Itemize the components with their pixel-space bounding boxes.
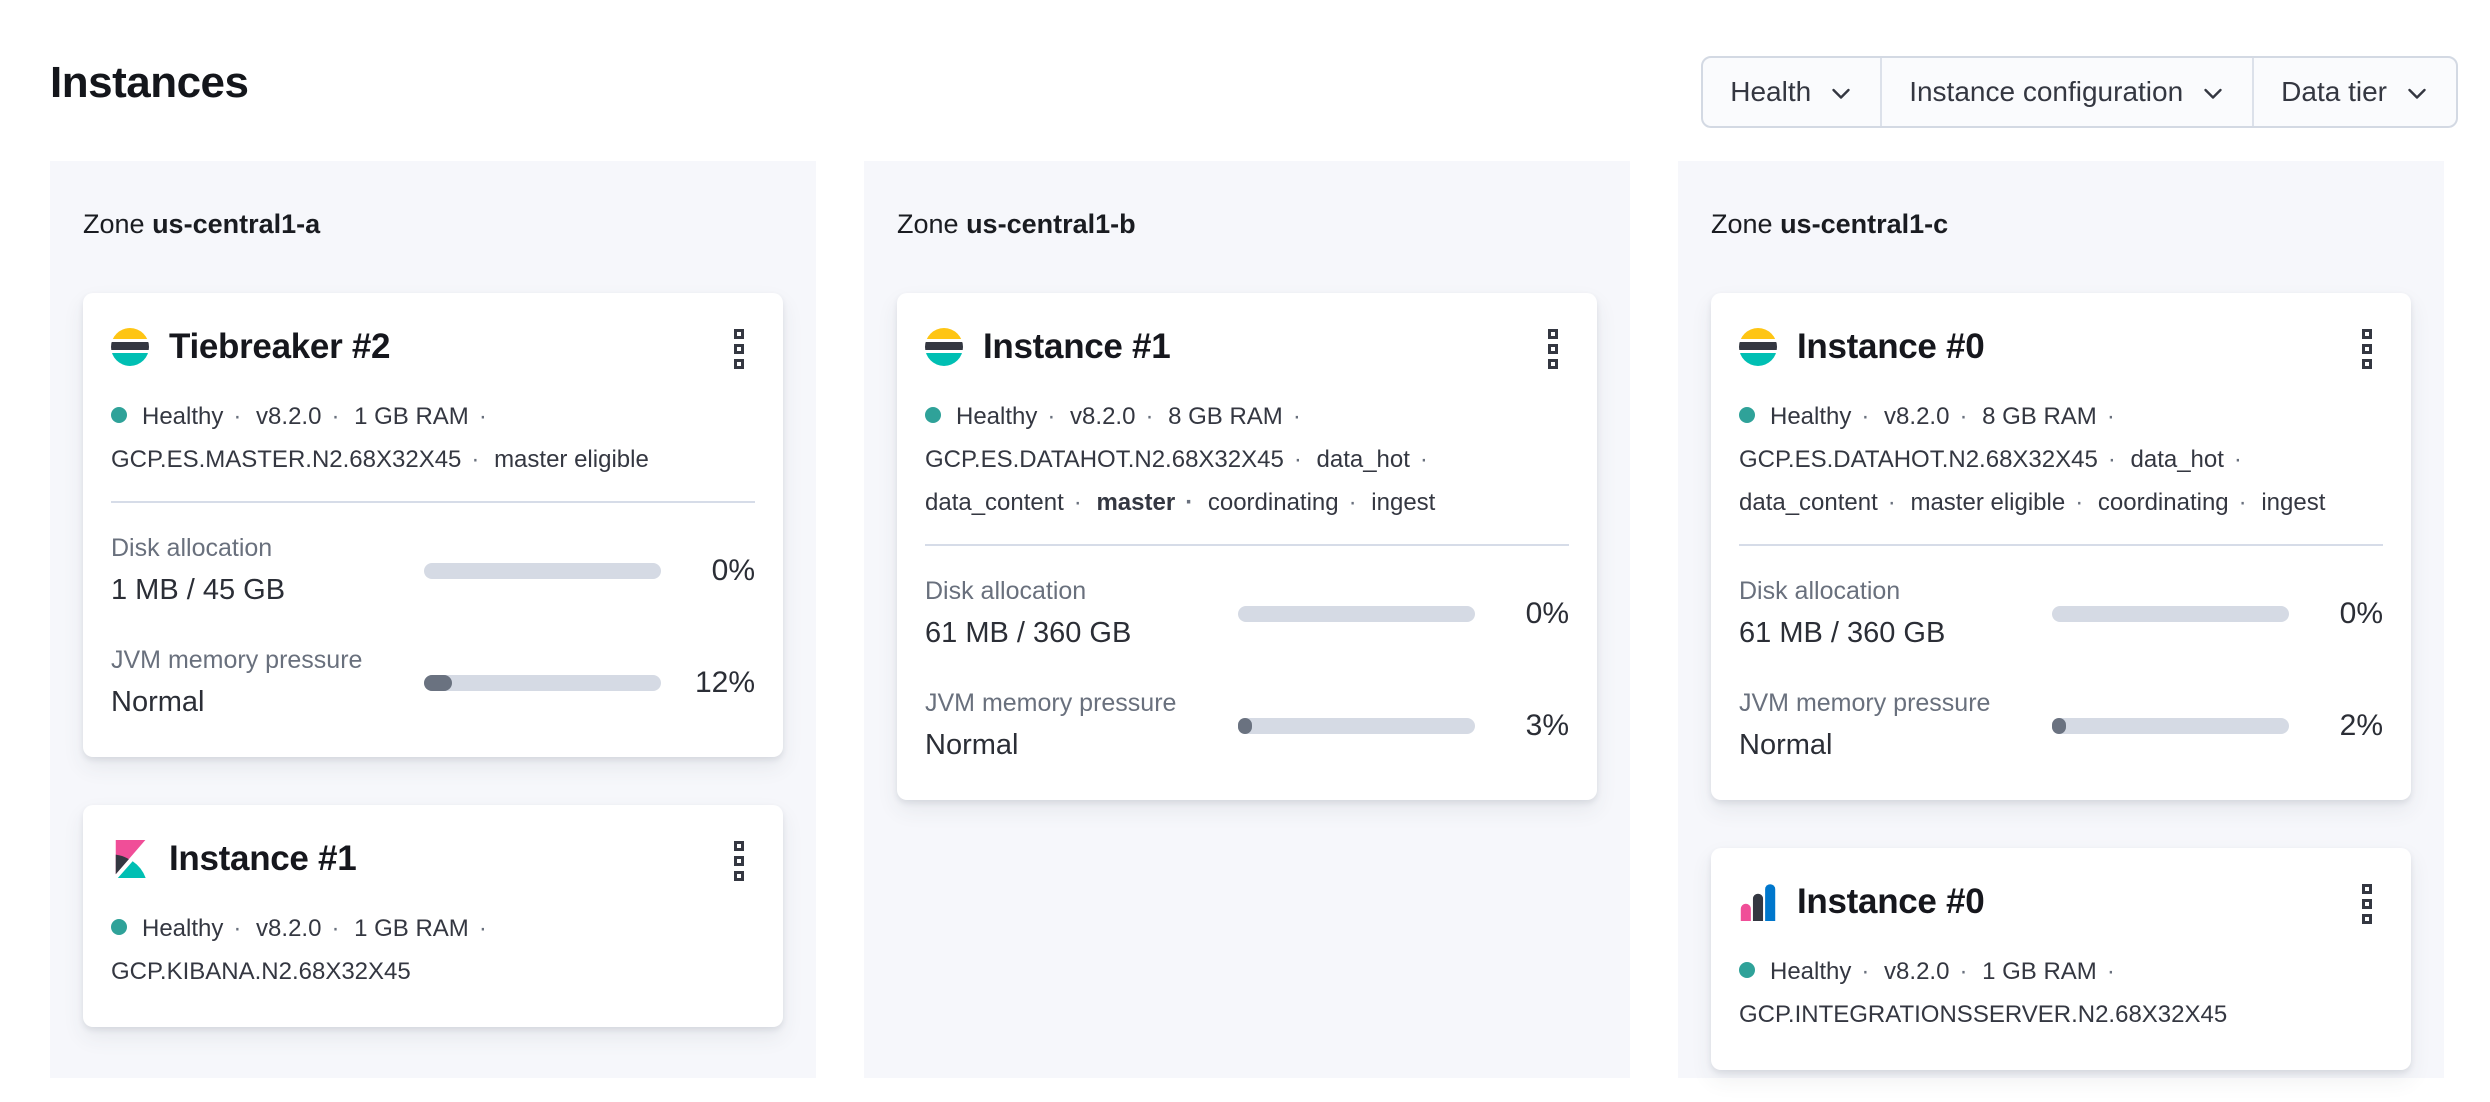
stat-label: Disk allocation	[925, 577, 1087, 605]
health-dot-icon	[925, 407, 941, 423]
instance-title: Instance #1	[169, 839, 357, 878]
filter-group: Health Instance configuration Data tier	[1701, 56, 2458, 128]
jvm-pressure-fill	[424, 675, 453, 691]
instance-menu-button[interactable]	[1531, 323, 1575, 375]
jvm-pressure-fill	[2052, 718, 2066, 734]
jvm-memory-pressure-stat: JVM memory pressure Normal 3%	[925, 686, 1569, 766]
filter-button-data-tier[interactable]: Data tier	[2254, 58, 2456, 126]
disk-usage-bar	[1238, 606, 1475, 622]
instance-card: Instance #0 Healthy · v8.2.0 · 1 GB RAM · G…	[1711, 848, 2411, 1070]
usage-percent: 3%	[1525, 709, 1569, 742]
page-title: Instances	[50, 58, 249, 107]
stat-value: Normal	[111, 686, 205, 718]
stat-label: JVM memory pressure	[925, 689, 1177, 717]
kibana-logo	[111, 840, 149, 878]
usage-percent: 0%	[1525, 597, 1569, 630]
usage-percent: 0%	[711, 554, 755, 587]
instance-title: Instance #0	[1797, 882, 1985, 921]
integrations-server-logo	[1739, 883, 1777, 921]
card-divider	[925, 544, 1569, 546]
instance-title: Instance #1	[983, 327, 1171, 366]
elasticsearch-logo	[111, 328, 149, 366]
instance-card: Instance #1 Healthy · v8.2.0 · 8 GB RAM · G…	[897, 293, 1597, 800]
disk-allocation-stat: Disk allocation 1 MB / 45 GB 0%	[111, 531, 755, 611]
filter-label: Instance configuration	[1909, 76, 2184, 107]
zone-panel-us-central1-c: Zone us-central1-c Instance #0 Healthy · …	[1678, 161, 2444, 1078]
instance-title: Tiebreaker #2	[169, 327, 391, 366]
jvm-pressure-bar	[424, 675, 661, 691]
stat-value: Normal	[1739, 729, 1833, 761]
instance-title: Instance #0	[1797, 327, 1985, 366]
elasticsearch-logo	[925, 328, 963, 366]
elasticsearch-logo	[1739, 328, 1777, 366]
health-dot-icon	[1739, 962, 1755, 978]
disk-allocation-stat: Disk allocation 61 MB / 360 GB 0%	[925, 574, 1569, 654]
usage-percent: 0%	[2339, 597, 2383, 630]
instance-status: Healthy · v8.2.0 · 8 GB RAM · GCP.ES.DATAHO…	[1739, 403, 2326, 516]
filter-label: Health	[1730, 76, 1812, 107]
jvm-pressure-bar	[2052, 718, 2289, 734]
stat-label: Disk allocation	[111, 534, 273, 562]
jvm-pressure-bar	[1238, 718, 1475, 734]
stat-value: 61 MB / 360 GB	[925, 617, 1132, 649]
usage-percent: 12%	[694, 666, 755, 699]
stat-value: Normal	[925, 729, 1019, 761]
kebab-menu-icon	[734, 841, 744, 851]
kebab-menu-icon	[2362, 884, 2372, 894]
card-divider	[1739, 544, 2383, 546]
jvm-memory-pressure-stat: JVM memory pressure Normal 12%	[111, 643, 755, 723]
instance-menu-button[interactable]	[2345, 323, 2389, 375]
kebab-menu-icon	[734, 329, 744, 339]
instance-menu-button[interactable]	[2345, 878, 2389, 930]
instance-menu-button[interactable]	[717, 835, 761, 887]
stat-value: 1 MB / 45 GB	[111, 574, 286, 606]
health-dot-icon	[111, 407, 127, 423]
zone-label: Zone us-central1-a	[83, 209, 321, 239]
instance-card: Instance #0 Healthy · v8.2.0 · 8 GB RAM · G…	[1711, 293, 2411, 800]
instance-status: Healthy · v8.2.0 · 1 GB RAM · GCP.ES.MASTER…	[111, 403, 649, 473]
disk-allocation-stat: Disk allocation 61 MB / 360 GB 0%	[1739, 574, 2383, 654]
usage-percent: 2%	[2339, 709, 2383, 742]
chevron-down-icon	[1829, 80, 1853, 104]
instance-status: Healthy · v8.2.0 · 8 GB RAM · GCP.ES.DATAHO…	[925, 403, 1436, 516]
instance-status: Healthy · v8.2.0 · 1 GB RAM · GCP.KIBANA.N2…	[111, 915, 487, 985]
zone-label: Zone us-central1-c	[1711, 209, 1949, 239]
card-divider	[111, 501, 755, 503]
instance-card: Tiebreaker #2 Healthy · v8.2.0 · 1 GB RAM ·…	[83, 293, 783, 757]
disk-usage-bar	[424, 563, 661, 579]
filter-label: Data tier	[2281, 76, 2387, 107]
stat-label: JVM memory pressure	[1739, 689, 1991, 717]
kebab-menu-icon	[2362, 329, 2372, 339]
stat-label: Disk allocation	[1739, 577, 1901, 605]
chevron-down-icon	[2405, 80, 2429, 104]
kebab-menu-icon	[1548, 329, 1558, 339]
instance-menu-button[interactable]	[717, 323, 761, 375]
zone-panel-us-central1-a: Zone us-central1-a Tiebreaker #2 Healthy…	[50, 161, 816, 1078]
zone-label: Zone us-central1-b	[897, 209, 1136, 239]
instance-status: Healthy · v8.2.0 · 1 GB RAM · GCP.INTEGRATI…	[1739, 958, 2228, 1028]
health-dot-icon	[1739, 407, 1755, 423]
zone-panel-us-central1-b: Zone us-central1-b Instance #1 Healthy · …	[864, 161, 1630, 1078]
jvm-pressure-fill	[1238, 718, 1252, 734]
chevron-down-icon	[2201, 80, 2225, 104]
instance-card: Instance #1 Healthy · v8.2.0 · 1 GB RAM · G…	[83, 805, 783, 1027]
filter-button-instance-configuration[interactable]: Instance configuration	[1882, 58, 2255, 126]
jvm-memory-pressure-stat: JVM memory pressure Normal 2%	[1739, 686, 2383, 766]
disk-usage-bar	[2052, 606, 2289, 622]
health-dot-icon	[111, 919, 127, 935]
zones-row: Zone us-central1-a Tiebreaker #2 Healthy…	[50, 161, 2444, 1078]
stat-label: JVM memory pressure	[111, 646, 363, 674]
stat-value: 61 MB / 360 GB	[1739, 617, 1946, 649]
filter-button-health[interactable]: Health	[1703, 58, 1883, 126]
